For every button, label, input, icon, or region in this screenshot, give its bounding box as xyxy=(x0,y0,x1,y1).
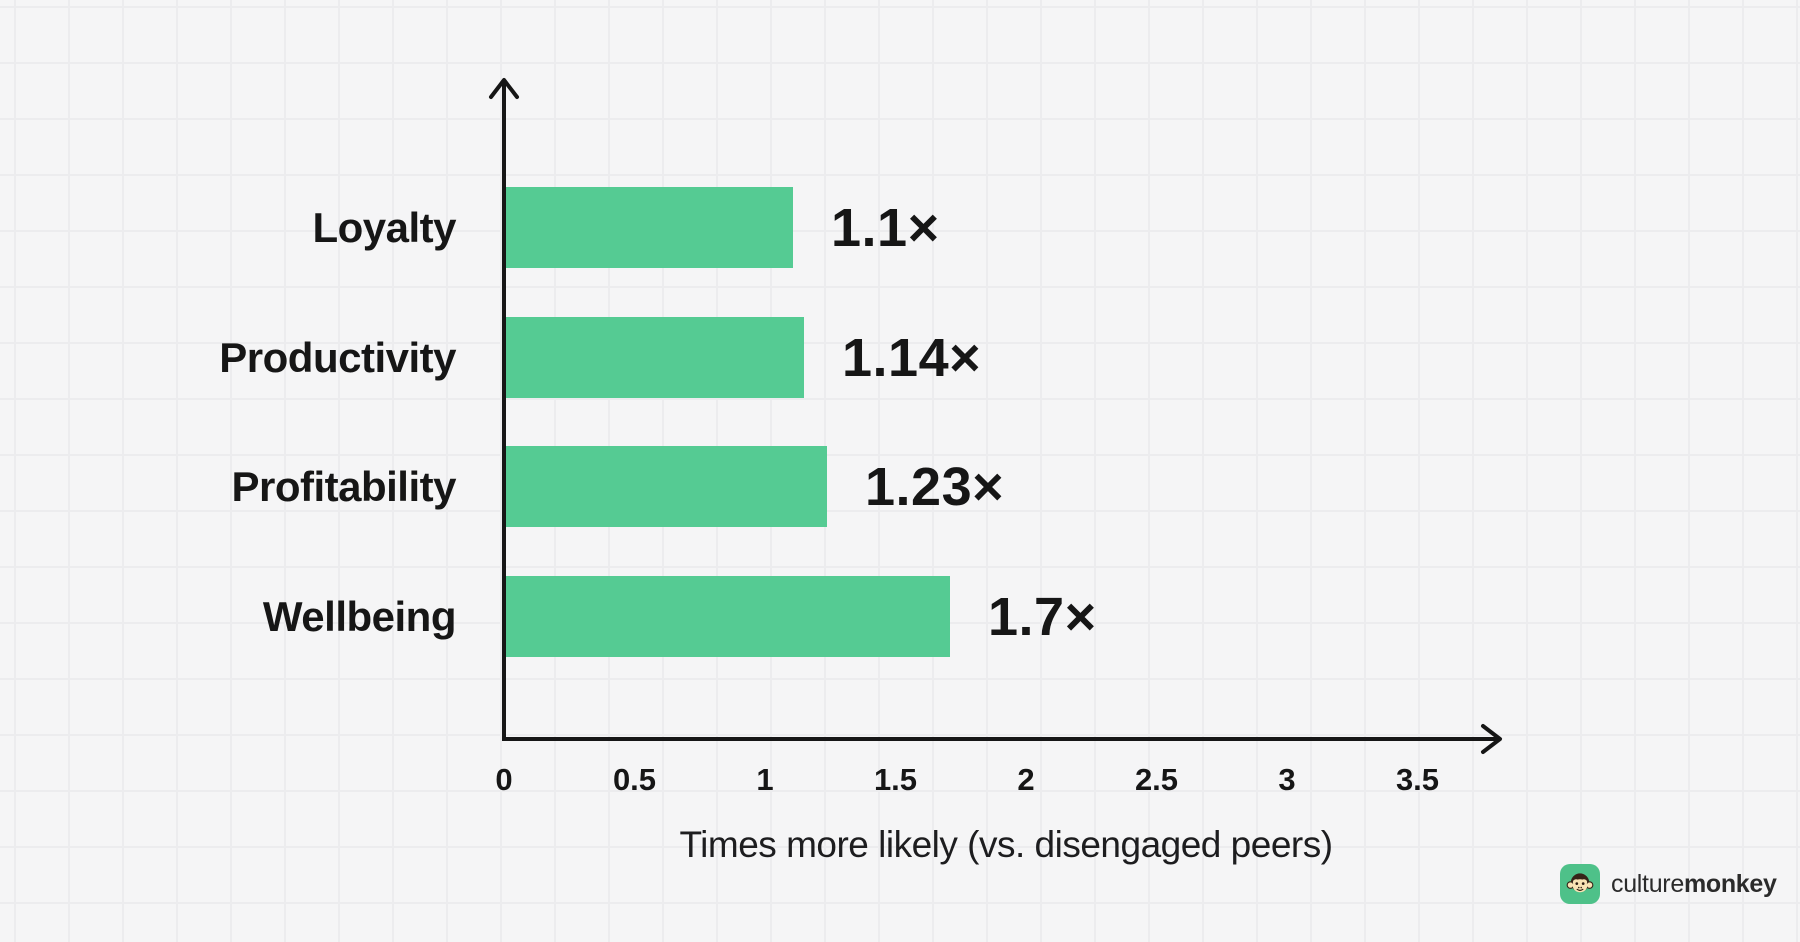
monkey-face-icon xyxy=(1566,873,1594,893)
x-tick-2: 2 xyxy=(1017,762,1035,797)
monkey-icon xyxy=(1560,864,1600,904)
category-label-loyalty: Loyalty xyxy=(312,203,456,251)
bar-wellbeing xyxy=(506,576,950,657)
x-tick-2.5: 2.5 xyxy=(1134,762,1179,797)
x-axis-title: Times more likely (vs. disengaged peers) xyxy=(679,824,1333,865)
category-label-profitability: Profitability xyxy=(231,462,456,510)
logo-text-culture: culture xyxy=(1611,869,1684,898)
value-label-profitability: 1.23× xyxy=(865,456,1005,517)
x-tick-3: 3 xyxy=(1278,762,1296,797)
x-tick-1: 1 xyxy=(756,762,774,797)
x-axis-arrow-icon xyxy=(1481,724,1502,754)
bar-profitability xyxy=(506,446,827,527)
y-axis-arrow-icon xyxy=(489,78,519,99)
x-tick-3.5: 3.5 xyxy=(1395,762,1440,797)
x-tick-0: 0 xyxy=(495,762,513,797)
x-tick-0.5: 0.5 xyxy=(612,762,657,797)
category-label-wellbeing: Wellbeing xyxy=(262,592,457,640)
bar-loyalty xyxy=(506,187,793,268)
culturemonkey-logo: culturemonkey xyxy=(1560,864,1777,904)
x-tick-1.5: 1.5 xyxy=(873,762,918,797)
value-label-wellbeing: 1.7× xyxy=(988,586,1097,647)
value-label-loyalty: 1.1× xyxy=(831,197,940,258)
category-label-productivity: Productivity xyxy=(219,333,456,381)
logo-text-monkey: monkey xyxy=(1683,869,1777,898)
bar-productivity xyxy=(506,317,804,398)
logo-wordmark: culturemonkey xyxy=(1611,870,1777,899)
value-label-productivity: 1.14× xyxy=(842,327,982,388)
